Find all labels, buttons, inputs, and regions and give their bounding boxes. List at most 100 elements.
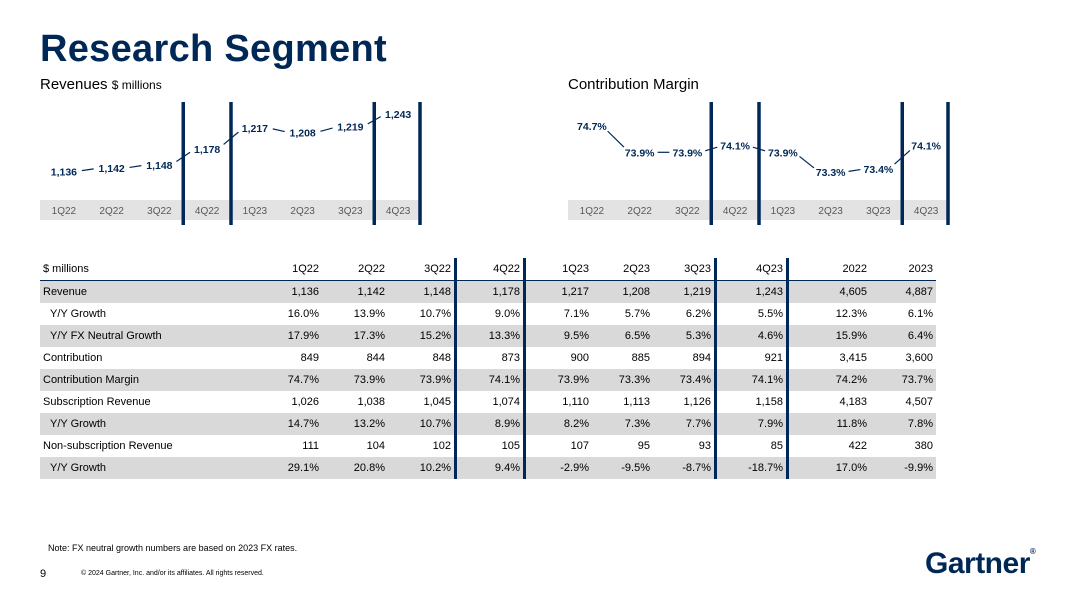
financial-table: $ millions 1Q22 2Q22 3Q22 4Q22 1Q23 2Q23… [40, 258, 936, 479]
page-title: Research Segment [40, 28, 387, 70]
table-cell: 7.1% [563, 308, 589, 320]
table-cell: 74.1% [715, 369, 789, 391]
table-cell: 74.2% [787, 369, 870, 391]
table-cell: 1,038 [357, 396, 385, 408]
row-label: Contribution [43, 352, 103, 364]
table-cell: 73.7% [870, 369, 936, 391]
table-cell: 873 [455, 347, 526, 369]
table-cell: 1,026 [291, 396, 319, 408]
table-cell: 73.9% [524, 369, 592, 391]
table-cell: 1,148 [388, 280, 457, 303]
table-cell: 921 [715, 347, 789, 369]
table-cell: 93 [653, 435, 717, 457]
x-tick-label: 4Q23 [386, 206, 411, 217]
data-label: 73.9% [672, 147, 702, 159]
data-label: 1,243 [385, 109, 411, 121]
table-cell: 6.1% [907, 308, 933, 320]
data-label: 73.9% [625, 147, 655, 159]
x-tick-label: 2Q23 [290, 206, 315, 217]
table-cell: 107 [570, 440, 589, 452]
row-label: Subscription Revenue [43, 396, 151, 408]
table-row: Y/Y Growth 16.0% 13.9% 10.7% 9.0% 7.1% 5.7% 6.2… [40, 303, 936, 325]
table-cell: 15.9% [787, 325, 870, 347]
table-cell: 73.9% [388, 369, 457, 391]
table-row: Y/Y Growth 14.7% 13.2% 10.7% 8.9% 8.2% 7.3% 7.7… [40, 413, 936, 435]
table-row: Contribution 849 844 848 873 900 885 894 921 3,41… [40, 347, 936, 369]
table-cell: 73.4% [653, 369, 717, 391]
footnote: Note: FX neutral growth numbers are base… [48, 543, 298, 553]
table-cell: -2.9% [524, 457, 592, 479]
x-tick-label: 3Q23 [866, 206, 891, 217]
x-tick-label: 3Q22 [147, 206, 172, 217]
data-label: 74.1% [720, 141, 750, 153]
table-cell: 10.2% [388, 457, 457, 479]
table-cell: 8.9% [455, 413, 526, 435]
revenues-chart-title: Revenues $ millions [40, 76, 162, 93]
table-header-row: $ millions 1Q22 2Q22 3Q22 4Q22 1Q23 2Q23… [40, 258, 936, 281]
row-label: Contribution Margin [40, 369, 256, 391]
table-cell: 1,208 [592, 280, 653, 303]
revenues-line-chart: 1Q22 2Q22 3Q22 4Q22 1Q23 2Q23 3Q23 4Q23 1,136 1,1… [40, 102, 422, 225]
column-header: 3Q22 [388, 258, 457, 281]
table-row: Contribution Margin 74.7% 73.9% 73.9% 74.1% 7… [40, 369, 936, 391]
table-cell: 4.6% [715, 325, 789, 347]
data-label: 1,208 [289, 128, 315, 140]
data-label: 73.4% [863, 164, 893, 176]
table-cell: 15.2% [388, 325, 457, 347]
x-tick-label: 1Q22 [580, 206, 605, 217]
row-label: Y/Y Growth [40, 457, 256, 479]
table-cell: 849 [300, 352, 319, 364]
table-cell: 7.9% [715, 413, 789, 435]
table-cell: 17.0% [787, 457, 870, 479]
row-label: Y/Y Growth [40, 413, 256, 435]
column-header: 3Q23 [653, 258, 717, 281]
table-cell: 14.7% [256, 413, 322, 435]
column-header: 1Q23 [524, 258, 592, 281]
series-segment [848, 168, 861, 172]
data-label: 73.9% [768, 147, 798, 159]
revenues-label: Revenues [40, 76, 108, 93]
x-tick-label: 3Q23 [338, 206, 363, 217]
table-cell: 104 [366, 440, 385, 452]
copyright: © 2024 Gartner, Inc. and/or its affiliat… [81, 570, 264, 577]
x-tick-label: 4Q22 [723, 206, 748, 217]
table-cell: 1,219 [653, 280, 717, 303]
column-header: 4Q23 [715, 258, 789, 281]
table-cell: 9.4% [455, 457, 526, 479]
table-cell: 3,415 [839, 352, 867, 364]
table-cell: 885 [631, 352, 650, 364]
data-label: 1,142 [98, 163, 124, 175]
table-cell: 73.3% [592, 369, 653, 391]
x-tick-label: 1Q23 [243, 206, 268, 217]
table-cell: 9.5% [524, 325, 592, 347]
table-cell: 1,110 [562, 396, 589, 408]
table-cell: 102 [388, 435, 457, 457]
table-cell: 73.9% [322, 369, 388, 391]
table-row: Revenue 1,136 1,142 1,148 1,178 1,217 1,208 1,2… [40, 280, 936, 303]
table-cell: 3,600 [905, 352, 933, 364]
table-cell: 17.9% [256, 325, 322, 347]
series-segment [129, 165, 142, 169]
table-cell: 5.3% [653, 325, 717, 347]
table-cell: 5.7% [624, 308, 650, 320]
contribution-margin-line-chart: 1Q22 2Q22 3Q22 4Q22 1Q23 2Q23 3Q23 4Q23 74.7% 73.… [568, 102, 950, 225]
table-cell: 1,178 [455, 280, 526, 303]
x-tick-label: 2Q23 [818, 206, 843, 217]
data-label: 74.7% [577, 121, 607, 133]
table-cell: -9.5% [592, 457, 653, 479]
table-cell: 1,045 [388, 391, 457, 413]
table-cell: 4,183 [839, 396, 867, 408]
series-segment [799, 155, 815, 169]
column-header: 2Q23 [592, 258, 653, 281]
table-cell: 5.5% [715, 303, 789, 325]
table-cell: 1,217 [524, 280, 592, 303]
x-tick-label: 1Q23 [771, 206, 796, 217]
table-cell: 20.8% [322, 457, 388, 479]
revenues-unit: $ millions [111, 78, 162, 92]
table-row: Non-subscription Revenue 111 104 102 105 107 9… [40, 435, 936, 457]
x-tick-label: 4Q22 [195, 206, 220, 217]
column-header: 2022 [787, 258, 870, 281]
table-cell: 900 [570, 352, 589, 364]
table-cell: 848 [388, 347, 457, 369]
series-segment [272, 128, 285, 133]
